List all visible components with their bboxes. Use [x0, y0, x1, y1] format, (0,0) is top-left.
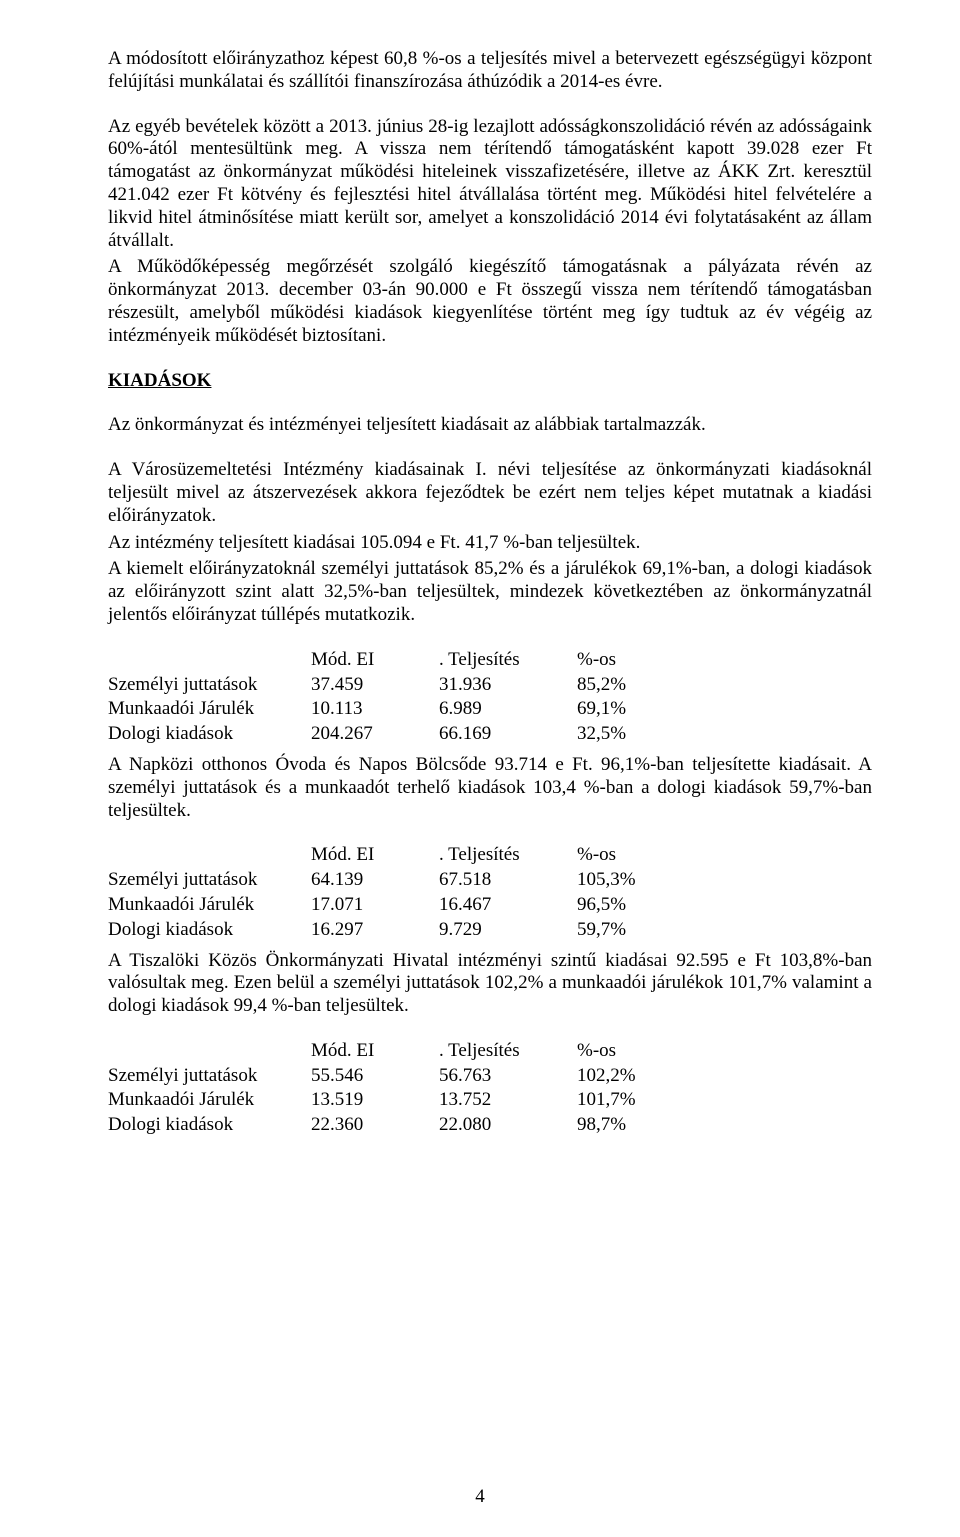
row-label: Munkaadói Járulék	[108, 698, 311, 723]
row-label: Személyi juttatások	[108, 869, 311, 894]
paragraph: A Napközi otthonos Óvoda és Napos Bölcső…	[108, 754, 872, 822]
cell-value: 13.519	[311, 1089, 439, 1114]
cell-value: 55.546	[311, 1065, 439, 1090]
intro-block: A módosított előirányzathoz képest 60,8 …	[108, 48, 872, 94]
cell-value: 56.763	[439, 1065, 577, 1090]
table-header-cell: Mód. EI	[311, 844, 439, 869]
paragraph: A Városüzemeltetési Intézmény kiadásaina…	[108, 459, 872, 527]
paragraph: Az egyéb bevételek között a 2013. június…	[108, 116, 872, 253]
table-header-cell: %-os	[577, 844, 685, 869]
table-header-cell	[108, 649, 311, 674]
cell-value: 22.360	[311, 1114, 439, 1139]
table-header-cell: %-os	[577, 1040, 685, 1065]
row-label: Dologi kiadások	[108, 1114, 311, 1139]
cell-value: 98,7%	[577, 1114, 685, 1139]
table-header-cell: . Teljesítés	[439, 649, 577, 674]
cell-value: 16.467	[439, 894, 577, 919]
cell-value: 6.989	[439, 698, 577, 723]
table-header-cell: . Teljesítés	[439, 844, 577, 869]
table-row: Munkaadói Járulék 13.519 13.752 101,7%	[108, 1089, 685, 1114]
table-header-cell: Mód. EI	[311, 1040, 439, 1065]
row-label: Személyi juttatások	[108, 1065, 311, 1090]
cell-value: 37.459	[311, 674, 439, 699]
table-header-cell: %-os	[577, 649, 685, 674]
table-row: Személyi juttatások 37.459 31.936 85,2%	[108, 674, 685, 699]
cell-value: 10.113	[311, 698, 439, 723]
intro-block-2: A Működőképesség megőrzését szolgáló kie…	[108, 256, 872, 347]
cell-value: 101,7%	[577, 1089, 685, 1114]
paragraph: A Tiszalöki Közös Önkormányzati Hivatal …	[108, 950, 872, 1018]
paragraph: A kiemelt előirányzatoknál személyi jutt…	[108, 558, 872, 626]
cell-value: 102,2%	[577, 1065, 685, 1090]
table-header-cell	[108, 844, 311, 869]
paragraph: Az önkormányzat és intézményei teljesíte…	[108, 414, 872, 437]
paragraph-block: A Tiszalöki Közös Önkormányzati Hivatal …	[108, 950, 872, 1018]
table-row: Dologi kiadások 16.297 9.729 59,7%	[108, 919, 685, 944]
cell-value: 17.071	[311, 894, 439, 919]
paragraph: A Működőképesség megőrzését szolgáló kie…	[108, 256, 872, 347]
row-label: Dologi kiadások	[108, 723, 311, 748]
table-row: Személyi juttatások 64.139 67.518 105,3%	[108, 869, 685, 894]
cell-value: 31.936	[439, 674, 577, 699]
table-header-cell: Mód. EI	[311, 649, 439, 674]
table-row: Munkaadói Járulék 17.071 16.467 96,5%	[108, 894, 685, 919]
table-row: Dologi kiadások 204.267 66.169 32,5%	[108, 723, 685, 748]
cell-value: 32,5%	[577, 723, 685, 748]
document-page: A módosított előirányzathoz képest 60,8 …	[0, 0, 960, 1537]
expense-table-2: Mód. EI . Teljesítés %-os Személyi jutta…	[108, 844, 685, 943]
paragraph: A módosított előirányzathoz képest 60,8 …	[108, 48, 872, 94]
table-header-row: Mód. EI . Teljesítés %-os	[108, 1040, 685, 1065]
table-row: Dologi kiadások 22.360 22.080 98,7%	[108, 1114, 685, 1139]
cell-value: 66.169	[439, 723, 577, 748]
cell-value: 64.139	[311, 869, 439, 894]
cell-value: 13.752	[439, 1089, 577, 1114]
expense-table-1: Mód. EI . Teljesítés %-os Személyi jutta…	[108, 649, 685, 748]
cell-value: 69,1%	[577, 698, 685, 723]
cell-value: 85,2%	[577, 674, 685, 699]
row-label: Dologi kiadások	[108, 919, 311, 944]
paragraph-block: A Napközi otthonos Óvoda és Napos Bölcső…	[108, 754, 872, 822]
cell-value: 96,5%	[577, 894, 685, 919]
page-number: 4	[0, 1486, 960, 1509]
cell-value: 105,3%	[577, 869, 685, 894]
paragraph: Az intézmény teljesített kiadásai 105.09…	[108, 532, 872, 555]
row-label: Személyi juttatások	[108, 674, 311, 699]
paragraph-block: Az önkormányzat és intézményei teljesíte…	[108, 414, 872, 437]
cell-value: 204.267	[311, 723, 439, 748]
row-label: Munkaadói Járulék	[108, 894, 311, 919]
paragraph-block: A kiemelt előirányzatoknál személyi jutt…	[108, 558, 872, 626]
table-header-cell: . Teljesítés	[439, 1040, 577, 1065]
table-header-cell	[108, 1040, 311, 1065]
cell-value: 16.297	[311, 919, 439, 944]
table-row: Munkaadói Járulék 10.113 6.989 69,1%	[108, 698, 685, 723]
expense-table-3: Mód. EI . Teljesítés %-os Személyi jutta…	[108, 1040, 685, 1139]
cell-value: 22.080	[439, 1114, 577, 1139]
table-header-row: Mód. EI . Teljesítés %-os	[108, 844, 685, 869]
section-heading-kiadasok: KIADÁSOK	[108, 370, 872, 393]
table-header-row: Mód. EI . Teljesítés %-os	[108, 649, 685, 674]
row-label: Munkaadói Járulék	[108, 1089, 311, 1114]
cell-value: 9.729	[439, 919, 577, 944]
cell-value: 67.518	[439, 869, 577, 894]
cell-value: 59,7%	[577, 919, 685, 944]
table-row: Személyi juttatások 55.546 56.763 102,2%	[108, 1065, 685, 1090]
